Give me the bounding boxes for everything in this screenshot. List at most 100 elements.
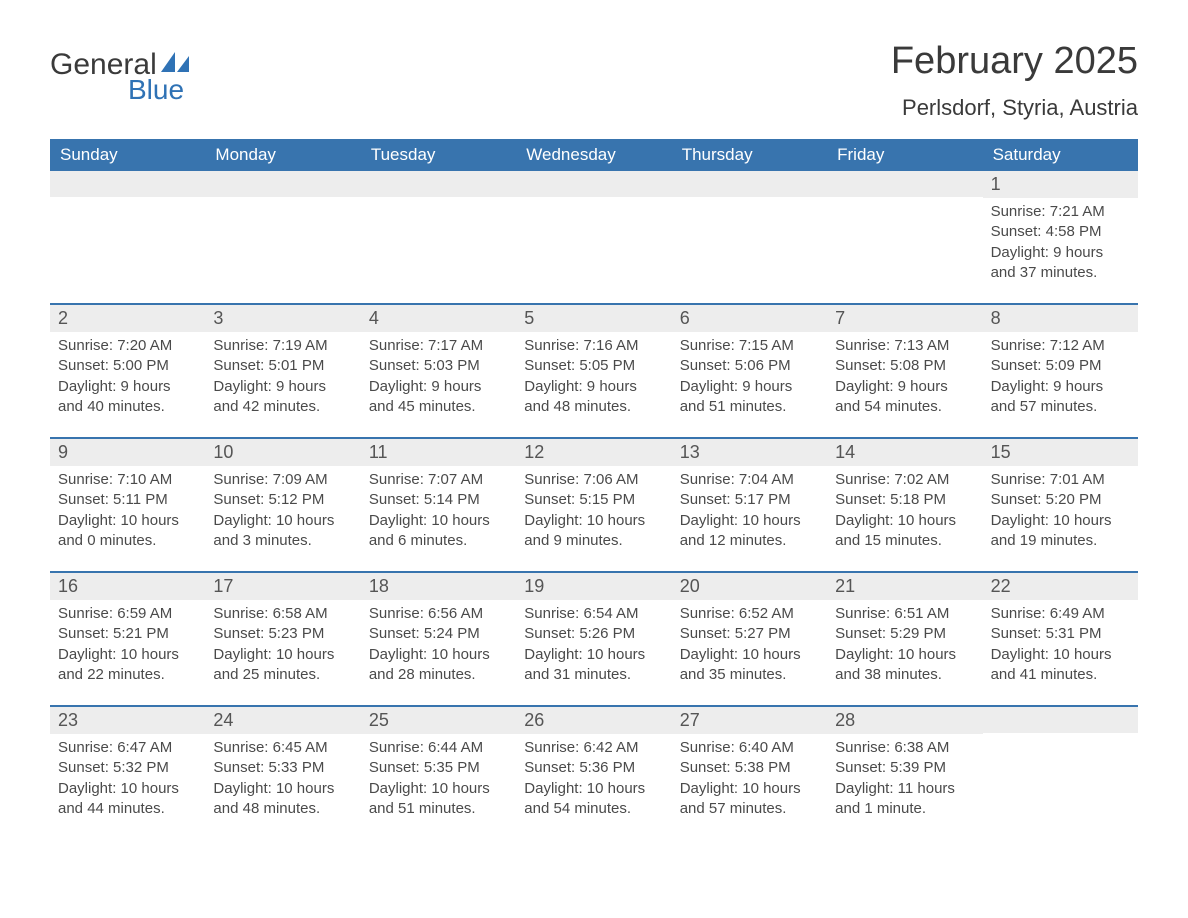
sunrise-text: Sunrise: 7:20 AM <box>58 336 197 356</box>
day-details: Sunrise: 7:13 AMSunset: 5:08 PMDaylight:… <box>827 332 982 417</box>
daylight-text: Daylight: 10 hours and 38 minutes. <box>835 645 974 686</box>
sunrise-text: Sunrise: 7:09 AM <box>213 470 352 490</box>
daylight-text: Daylight: 10 hours and 35 minutes. <box>680 645 819 686</box>
daylight-text: Daylight: 10 hours and 3 minutes. <box>213 511 352 552</box>
day-number <box>827 171 982 197</box>
page-header: General Blue February 2025 Perlsdorf, St… <box>50 40 1138 121</box>
day-details: Sunrise: 6:52 AMSunset: 5:27 PMDaylight:… <box>672 600 827 685</box>
daylight-text: Daylight: 10 hours and 57 minutes. <box>680 779 819 820</box>
location-subtitle: Perlsdorf, Styria, Austria <box>891 95 1138 121</box>
daylight-text: Daylight: 9 hours and 37 minutes. <box>991 243 1130 284</box>
day-details: Sunrise: 7:02 AMSunset: 5:18 PMDaylight:… <box>827 466 982 551</box>
calendar-day-cell: 17Sunrise: 6:58 AMSunset: 5:23 PMDayligh… <box>205 573 360 685</box>
calendar-day-cell: 16Sunrise: 6:59 AMSunset: 5:21 PMDayligh… <box>50 573 205 685</box>
daylight-text: Daylight: 9 hours and 40 minutes. <box>58 377 197 418</box>
sunrise-text: Sunrise: 6:54 AM <box>524 604 663 624</box>
day-details: Sunrise: 7:04 AMSunset: 5:17 PMDaylight:… <box>672 466 827 551</box>
day-details: Sunrise: 7:10 AMSunset: 5:11 PMDaylight:… <box>50 466 205 551</box>
sunset-text: Sunset: 5:32 PM <box>58 758 197 778</box>
sunset-text: Sunset: 5:11 PM <box>58 490 197 510</box>
day-details: Sunrise: 6:44 AMSunset: 5:35 PMDaylight:… <box>361 734 516 819</box>
sunrise-text: Sunrise: 7:10 AM <box>58 470 197 490</box>
calendar-day-cell <box>50 171 205 283</box>
day-details: Sunrise: 6:54 AMSunset: 5:26 PMDaylight:… <box>516 600 671 685</box>
sunset-text: Sunset: 5:17 PM <box>680 490 819 510</box>
day-number: 27 <box>672 707 827 734</box>
calendar-day-cell: 22Sunrise: 6:49 AMSunset: 5:31 PMDayligh… <box>983 573 1138 685</box>
day-number: 23 <box>50 707 205 734</box>
day-number: 25 <box>361 707 516 734</box>
day-number: 21 <box>827 573 982 600</box>
day-number <box>361 171 516 197</box>
calendar-day-cell: 4Sunrise: 7:17 AMSunset: 5:03 PMDaylight… <box>361 305 516 417</box>
daylight-text: Daylight: 10 hours and 25 minutes. <box>213 645 352 686</box>
day-number: 9 <box>50 439 205 466</box>
calendar-day-cell <box>361 171 516 283</box>
daylight-text: Daylight: 10 hours and 19 minutes. <box>991 511 1130 552</box>
day-details: Sunrise: 6:51 AMSunset: 5:29 PMDaylight:… <box>827 600 982 685</box>
day-number: 12 <box>516 439 671 466</box>
weekday-header-cell: Saturday <box>983 139 1138 171</box>
daylight-text: Daylight: 10 hours and 15 minutes. <box>835 511 974 552</box>
day-number: 19 <box>516 573 671 600</box>
sunrise-text: Sunrise: 7:17 AM <box>369 336 508 356</box>
calendar-day-cell <box>205 171 360 283</box>
day-details: Sunrise: 7:09 AMSunset: 5:12 PMDaylight:… <box>205 466 360 551</box>
sunset-text: Sunset: 5:35 PM <box>369 758 508 778</box>
calendar-week-row: 2Sunrise: 7:20 AMSunset: 5:00 PMDaylight… <box>50 303 1138 417</box>
day-number: 17 <box>205 573 360 600</box>
daylight-text: Daylight: 10 hours and 41 minutes. <box>991 645 1130 686</box>
day-number: 1 <box>983 171 1138 198</box>
day-number <box>205 171 360 197</box>
sunrise-text: Sunrise: 7:07 AM <box>369 470 508 490</box>
sunrise-text: Sunrise: 7:16 AM <box>524 336 663 356</box>
sunset-text: Sunset: 5:00 PM <box>58 356 197 376</box>
sunset-text: Sunset: 5:09 PM <box>991 356 1130 376</box>
sunset-text: Sunset: 5:38 PM <box>680 758 819 778</box>
sunrise-text: Sunrise: 6:44 AM <box>369 738 508 758</box>
weekday-header-cell: Thursday <box>672 139 827 171</box>
sunset-text: Sunset: 5:12 PM <box>213 490 352 510</box>
calendar-day-cell: 8Sunrise: 7:12 AMSunset: 5:09 PMDaylight… <box>983 305 1138 417</box>
sunrise-text: Sunrise: 6:52 AM <box>680 604 819 624</box>
day-number: 18 <box>361 573 516 600</box>
daylight-text: Daylight: 10 hours and 12 minutes. <box>680 511 819 552</box>
sunset-text: Sunset: 5:05 PM <box>524 356 663 376</box>
day-number: 6 <box>672 305 827 332</box>
daylight-text: Daylight: 10 hours and 22 minutes. <box>58 645 197 686</box>
day-number <box>983 707 1138 733</box>
sunset-text: Sunset: 5:01 PM <box>213 356 352 376</box>
calendar-day-cell: 13Sunrise: 7:04 AMSunset: 5:17 PMDayligh… <box>672 439 827 551</box>
sunrise-text: Sunrise: 6:58 AM <box>213 604 352 624</box>
brand-logo: General Blue <box>50 48 189 106</box>
daylight-text: Daylight: 10 hours and 31 minutes. <box>524 645 663 686</box>
day-details: Sunrise: 7:12 AMSunset: 5:09 PMDaylight:… <box>983 332 1138 417</box>
day-number: 11 <box>361 439 516 466</box>
sunset-text: Sunset: 5:15 PM <box>524 490 663 510</box>
calendar-day-cell: 2Sunrise: 7:20 AMSunset: 5:00 PMDaylight… <box>50 305 205 417</box>
day-number: 26 <box>516 707 671 734</box>
calendar-day-cell: 19Sunrise: 6:54 AMSunset: 5:26 PMDayligh… <box>516 573 671 685</box>
calendar-week-row: 23Sunrise: 6:47 AMSunset: 5:32 PMDayligh… <box>50 705 1138 819</box>
sunrise-text: Sunrise: 6:51 AM <box>835 604 974 624</box>
sunrise-text: Sunrise: 6:59 AM <box>58 604 197 624</box>
sunset-text: Sunset: 5:03 PM <box>369 356 508 376</box>
day-details: Sunrise: 7:19 AMSunset: 5:01 PMDaylight:… <box>205 332 360 417</box>
calendar-day-cell: 21Sunrise: 6:51 AMSunset: 5:29 PMDayligh… <box>827 573 982 685</box>
daylight-text: Daylight: 10 hours and 0 minutes. <box>58 511 197 552</box>
day-number: 3 <box>205 305 360 332</box>
day-details: Sunrise: 7:07 AMSunset: 5:14 PMDaylight:… <box>361 466 516 551</box>
sunrise-text: Sunrise: 7:12 AM <box>991 336 1130 356</box>
calendar-day-cell: 11Sunrise: 7:07 AMSunset: 5:14 PMDayligh… <box>361 439 516 551</box>
daylight-text: Daylight: 9 hours and 42 minutes. <box>213 377 352 418</box>
day-number: 20 <box>672 573 827 600</box>
daylight-text: Daylight: 10 hours and 48 minutes. <box>213 779 352 820</box>
calendar-day-cell: 24Sunrise: 6:45 AMSunset: 5:33 PMDayligh… <box>205 707 360 819</box>
calendar-day-cell: 7Sunrise: 7:13 AMSunset: 5:08 PMDaylight… <box>827 305 982 417</box>
daylight-text: Daylight: 10 hours and 54 minutes. <box>524 779 663 820</box>
day-details: Sunrise: 7:20 AMSunset: 5:00 PMDaylight:… <box>50 332 205 417</box>
daylight-text: Daylight: 11 hours and 1 minute. <box>835 779 974 820</box>
day-number: 5 <box>516 305 671 332</box>
sunrise-text: Sunrise: 7:19 AM <box>213 336 352 356</box>
day-number: 13 <box>672 439 827 466</box>
